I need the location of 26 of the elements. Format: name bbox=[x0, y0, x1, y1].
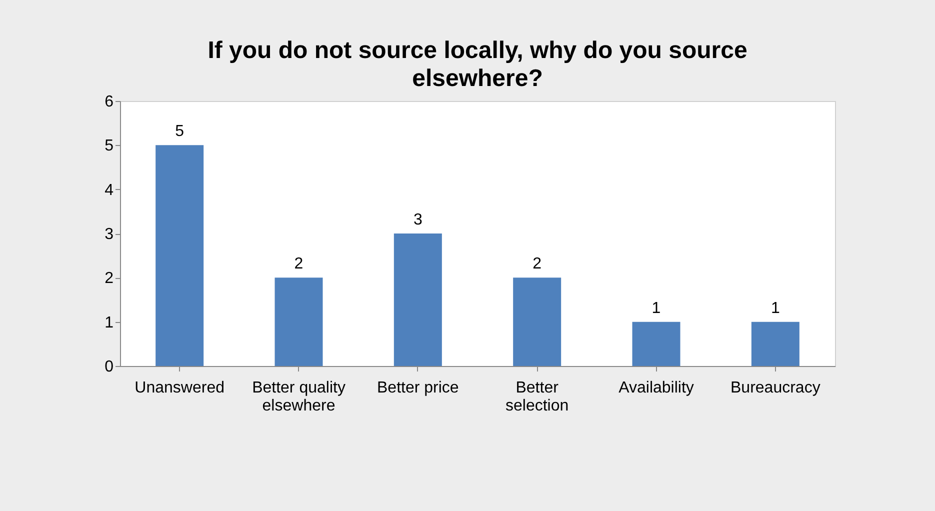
data-label: 3 bbox=[413, 212, 422, 228]
y-tick-label: 2 bbox=[104, 270, 114, 288]
bar bbox=[632, 322, 680, 366]
bar bbox=[513, 278, 562, 366]
bar bbox=[274, 278, 323, 366]
bar bbox=[751, 322, 800, 366]
x-tick-label: Bureaucracy bbox=[730, 380, 820, 396]
data-label: 2 bbox=[532, 256, 542, 273]
y-tick-label: 4 bbox=[104, 182, 114, 199]
data-label: 2 bbox=[294, 256, 304, 273]
x-tick-label: Better quality elsewhere bbox=[252, 380, 346, 414]
data-label: 5 bbox=[175, 123, 184, 140]
y-tick-label: 6 bbox=[104, 94, 114, 110]
x-tick-label: Better price bbox=[377, 380, 459, 396]
data-label: 1 bbox=[770, 300, 780, 317]
bar bbox=[394, 234, 442, 366]
x-tick-label: Unanswered bbox=[134, 380, 224, 396]
data-label: 1 bbox=[652, 300, 661, 317]
x-tick-label: Availability bbox=[618, 380, 694, 396]
y-tick-label: 3 bbox=[104, 226, 114, 243]
chart-title: If you do not source locally, why do you source elsewhere? bbox=[208, 37, 748, 92]
y-tick-label: 1 bbox=[104, 314, 114, 332]
bar bbox=[156, 145, 204, 366]
y-tick-label: 5 bbox=[104, 138, 114, 155]
y-tick-label: 0 bbox=[104, 358, 114, 376]
x-tick-label: Better selection bbox=[506, 380, 569, 414]
